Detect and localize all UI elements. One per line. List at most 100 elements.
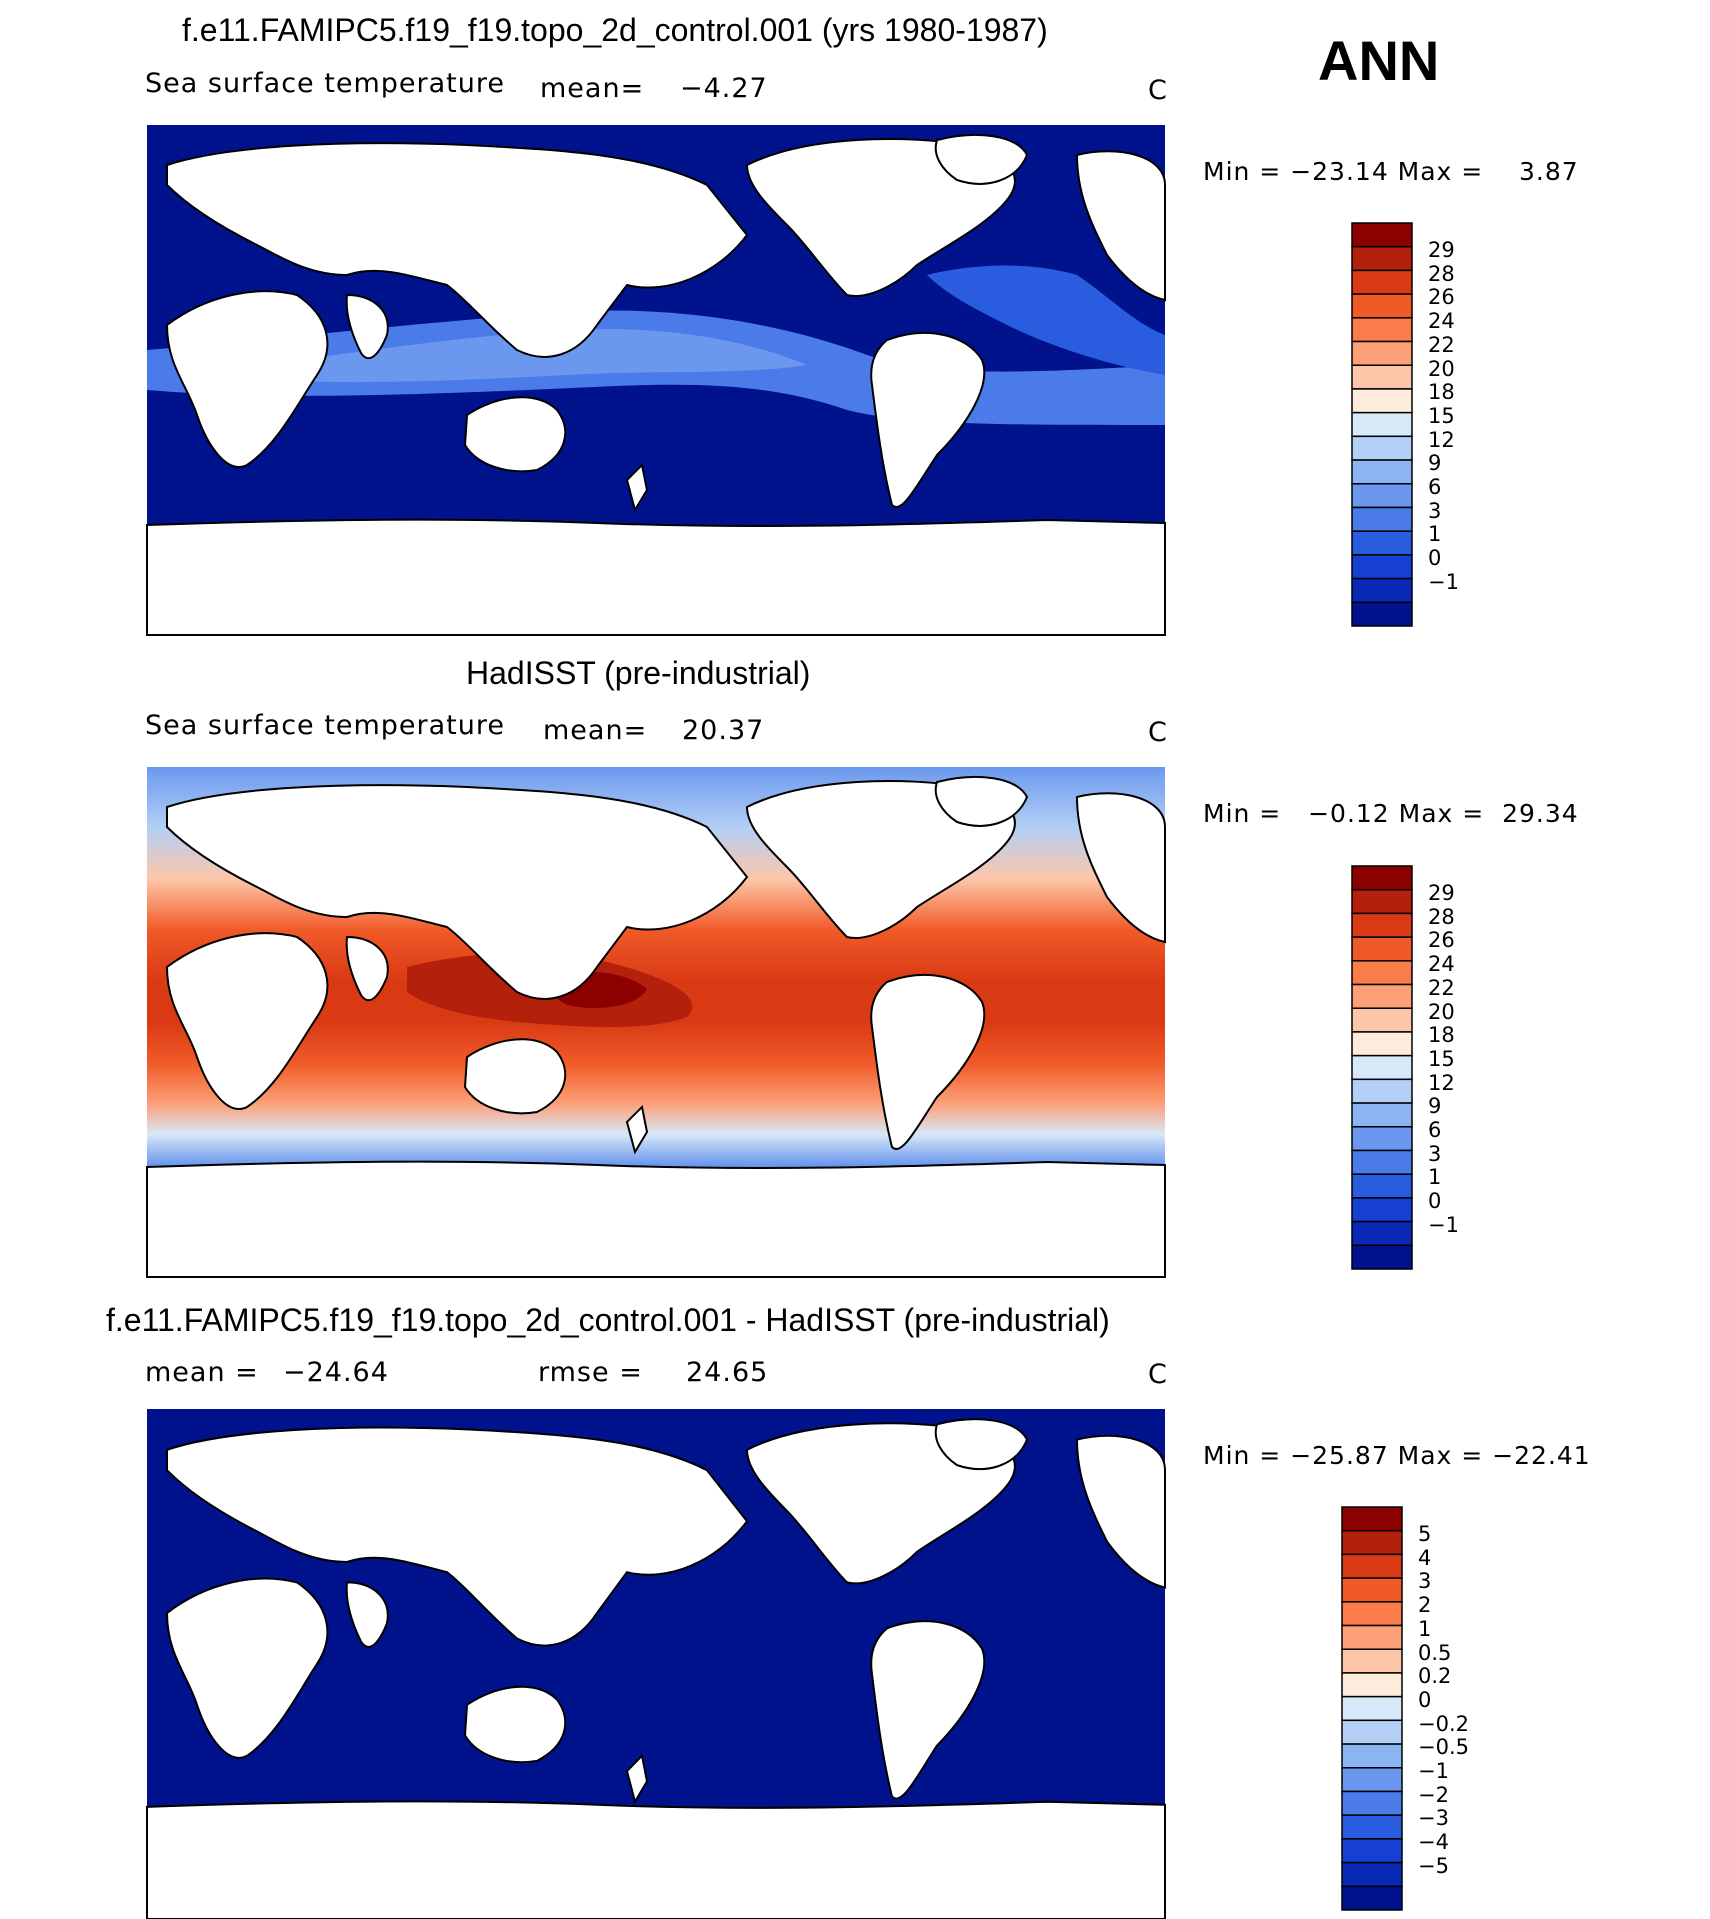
sst-colorbar-tick-label: 0 [1428,546,1442,571]
panel1-min-max: Min = −23.14 Max = 3.87 [1203,157,1579,186]
sst-colorbar-color-box [1351,317,1413,343]
sst-colorbar-color-box [1351,364,1413,390]
land-north-america [745,780,1016,939]
land-greenland [934,776,1029,827]
sst-colorbar-tick-label: 18 [1428,380,1455,405]
panel2-title: HadISST (pre-industrial) [466,655,811,691]
sst-colorbar-color-box [1351,1220,1413,1247]
sst-colorbar-tick-label: 22 [1428,975,1455,1000]
sst-colorbar-tick-label: 3 [1428,1141,1442,1166]
sst-colorbar-tick-label: 20 [1428,356,1455,381]
sst-colorbar-tick-label: 15 [1428,403,1455,428]
sst-colorbar-color-box [1351,983,1413,1009]
land-new-zealand [625,1753,649,1805]
land-new-zealand [625,1104,649,1155]
sst-colorbar-tick-label: 24 [1428,309,1455,334]
panel3-units: C [1148,1359,1168,1390]
sst-colorbar-tick-label: −1 [1428,1212,1459,1237]
sst-colorbar-tick-label: 18 [1428,1023,1455,1048]
sst-colorbar-color-box [1351,483,1413,509]
panel3-colorbar-boxes [1341,1506,1403,1911]
sst-colorbar-tick-label: 28 [1428,904,1455,929]
land-africa [165,290,329,468]
land-north-america [745,1422,1016,1585]
land-south-america [870,332,986,508]
sst-colorbar-tick-label: 1 [1428,522,1442,547]
sst-colorbar-color-box [1351,1197,1413,1223]
panel1-map [146,125,1166,636]
sst-colorbar-tick-label: 24 [1428,952,1455,977]
diff-colorbar-color-box [1341,1553,1403,1579]
panel1-mean-label: mean= [540,73,645,104]
panel1-units: C [1148,75,1168,106]
diff-colorbar-tick-label: −3 [1418,1806,1449,1831]
sst-colorbar-color-box [1351,435,1413,461]
diff-colorbar-color-box [1341,1577,1403,1603]
sst-colorbar-color-box [1351,506,1413,532]
diff-colorbar-color-box [1341,1743,1403,1769]
diff-colorbar-color-box [1341,1719,1403,1745]
diff-colorbar-tick-label: −5 [1418,1853,1449,1878]
sst-colorbar-color-box [1351,577,1413,604]
panel2-mean-value: 20.37 [682,715,765,746]
land-india [345,1581,389,1648]
diff-colorbar-tick-label: −0.5 [1418,1735,1469,1760]
land-eurasia [166,784,749,1000]
sst-colorbar-color-box [1351,1054,1413,1081]
diff-colorbar-color-box [1341,1814,1403,1840]
sst-colorbar-color-box [1351,1149,1413,1175]
land-antarctica [146,518,1166,636]
land-africa [165,932,329,1110]
diff-colorbar-tick-label: 3 [1418,1569,1432,1594]
sst-colorbar-tick-label: 29 [1428,881,1455,905]
land-eurasia [166,142,749,358]
diff-colorbar-color-box [1341,1767,1403,1793]
diff-colorbar-tick-label: −2 [1418,1782,1449,1807]
diff-colorbar-tick-label: 0 [1418,1687,1432,1712]
sst-colorbar-color-box [1351,411,1413,438]
diff-colorbar-color-box [1341,1624,1403,1650]
diff-colorbar-tick-label: 0.2 [1418,1664,1452,1689]
panel3-mean-value: −24.64 [283,1357,389,1388]
diff-colorbar-color-box [1341,1601,1403,1627]
sst-colorbar-tick-label: 6 [1428,1118,1442,1143]
sst-colorbar-color-box [1351,293,1413,319]
sst-colorbar-color-box [1351,1102,1413,1128]
sst-colorbar-color-box [1351,1173,1413,1199]
sst-colorbar-color-box [1351,530,1413,556]
panel3-colorbar [1341,1506,1403,1911]
sst-colorbar-color-box [1351,459,1413,485]
panel1-variable: Sea surface temperature [145,68,505,99]
sst-colorbar-color-box [1351,388,1413,414]
sst-colorbar-tick-label: 0 [1428,1189,1442,1214]
land-south-america [870,1620,986,1800]
sst-colorbar-color-box [1351,601,1413,627]
land-india [345,935,389,1002]
panel2-land [146,776,1166,1278]
diff-colorbar-color-box [1341,1529,1403,1556]
panel2-mean-label: mean= [543,715,648,746]
sst-colorbar-color-box [1351,960,1413,986]
land-europe-west [1075,150,1166,302]
land-antarctica [146,1800,1166,1919]
sst-colorbar-color-box [1351,222,1413,248]
diff-colorbar-color-box [1341,1885,1403,1911]
panel1-title: f.e11.FAMIPC5.f19_f19.topo_2d_control.00… [182,12,1048,48]
panel2-map [146,767,1166,1278]
sst-colorbar-color-box [1351,1007,1413,1033]
diff-colorbar-color-box [1341,1861,1403,1888]
diff-colorbar-color-box [1341,1695,1403,1722]
land-europe-west [1075,792,1166,944]
sst-colorbar-color-box [1351,269,1413,295]
sst-colorbar-tick-label: 9 [1428,451,1442,476]
land-eurasia [166,1426,749,1647]
diff-colorbar-color-box [1341,1648,1403,1674]
sst-colorbar-tick-label: 15 [1428,1046,1455,1071]
sst-colorbar-tick-label: 9 [1428,1094,1442,1119]
land-south-america [870,974,986,1150]
land-greenland [934,1418,1029,1470]
sst-colorbar-color-box [1351,888,1413,915]
season-label: ANN [1318,29,1440,92]
panel2-colorbar [1351,865,1413,1270]
diff-colorbar-tick-label: 4 [1418,1545,1432,1570]
